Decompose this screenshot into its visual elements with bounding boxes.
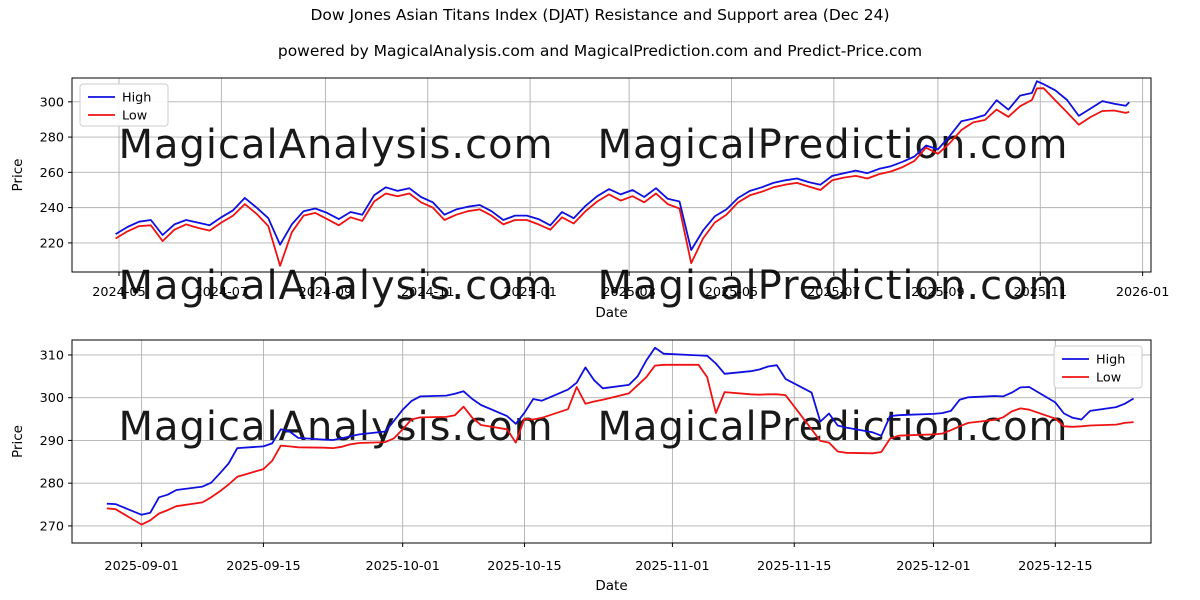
x-tick-label: 2025-05: [705, 285, 758, 300]
legend-high-label: High: [122, 91, 151, 106]
axes-frame: [71, 339, 1152, 544]
y-axis-label: Price: [10, 425, 26, 458]
x-axis-label: Date: [595, 578, 627, 594]
x-tick-label: 2025-12-15: [1018, 559, 1092, 574]
high-line: [115, 80, 1130, 251]
x-tick-label: 2025-09-15: [226, 559, 300, 574]
legend-low-label: Low: [1096, 371, 1121, 386]
y-tick-label: 310: [40, 348, 64, 363]
y-tick-label: 280: [40, 477, 64, 492]
x-tick-label: 2024-09: [299, 285, 352, 300]
low-line: [106, 363, 1134, 526]
watermark-text: MagicalPrediction.com: [598, 263, 1069, 309]
y-tick-label: 270: [40, 519, 64, 534]
watermark-text: MagicalPrediction.com: [598, 404, 1069, 450]
x-tick-label: 2025-11-01: [635, 559, 709, 574]
x-tick-label: 2024-05: [92, 285, 145, 300]
watermark-text: MagicalPrediction.com: [598, 122, 1069, 168]
y-tick-label: 300: [40, 391, 64, 406]
x-tick-label: 2024-07: [195, 285, 248, 300]
x-tick-label: 2025-09: [911, 285, 964, 300]
y-tick-label: 220: [40, 236, 64, 251]
axes-frame: [71, 77, 1152, 273]
x-tick-label: 2024-11: [401, 285, 454, 300]
x-tick-label: 2025-11: [1014, 285, 1067, 300]
y-axis-label: Price: [10, 159, 26, 192]
x-tick-label: 2025-01: [503, 285, 556, 300]
y-tick-label: 240: [40, 201, 64, 216]
price-chart-full-history: MagicalAnalysis.com MagicalPrediction.com…: [10, 77, 1169, 321]
watermark-text: MagicalAnalysis.com: [118, 404, 553, 450]
price-chart-recent-detail: MagicalAnalysis.com MagicalPrediction.com…: [10, 339, 1152, 594]
x-tick-label: 2025-07: [807, 285, 860, 300]
x-tick-label: 2025-12-01: [896, 559, 970, 574]
x-tick-label: 2025-03: [602, 285, 655, 300]
y-tick-label: 300: [40, 95, 64, 110]
low-line: [115, 87, 1130, 267]
y-tick-label: 290: [40, 434, 64, 449]
x-tick-label: 2025-10-15: [487, 559, 561, 574]
y-tick-label: 280: [40, 131, 64, 146]
watermark-text: MagicalAnalysis.com: [118, 122, 553, 168]
x-axis-label: Date: [595, 305, 627, 321]
page-subtitle: powered by MagicalAnalysis.com and Magic…: [277, 42, 923, 60]
high-line: [106, 346, 1135, 516]
x-tick-label: 2025-10-01: [365, 559, 439, 574]
x-tick-label: 2025-09-01: [104, 559, 178, 574]
legend-low-label: Low: [122, 109, 147, 124]
x-tick-label: 2026-01: [1116, 285, 1169, 300]
watermark-text: MagicalAnalysis.com: [118, 263, 553, 309]
legend-high-label: High: [1096, 353, 1125, 368]
x-tick-label: 2025-11-15: [757, 559, 831, 574]
y-tick-label: 260: [40, 166, 64, 181]
page-title: Dow Jones Asian Titans Index (DJAT) Resi…: [310, 6, 890, 24]
